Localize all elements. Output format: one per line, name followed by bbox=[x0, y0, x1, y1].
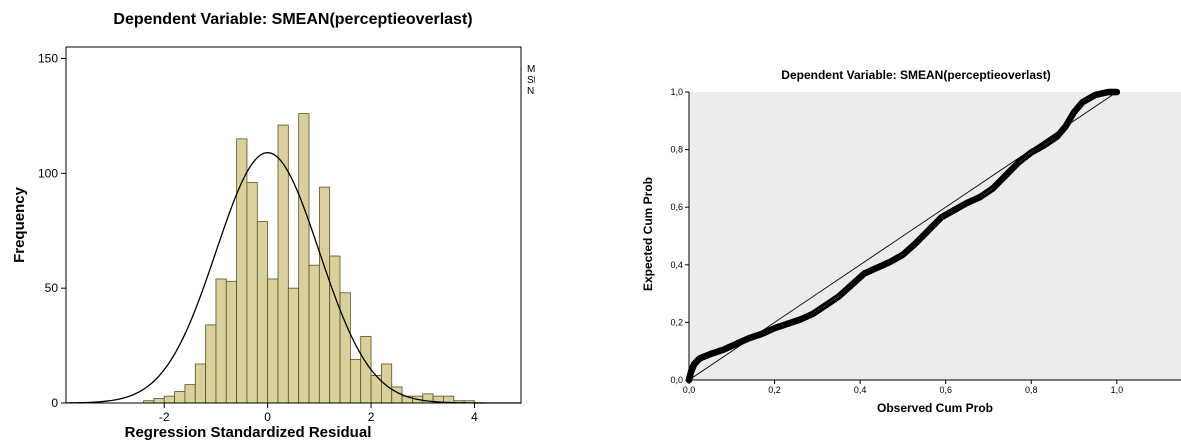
pp-y-tick-label: 0,0 bbox=[670, 375, 683, 385]
histogram-bar bbox=[215, 278, 227, 404]
stats-line: Std. Dev. = 0,996 bbox=[527, 75, 535, 86]
pp-y-axis-label: Expected Cum Prob bbox=[641, 177, 655, 291]
histogram-bar bbox=[329, 255, 341, 404]
histogram-bar bbox=[339, 292, 351, 404]
histogram-bar bbox=[184, 384, 196, 404]
histogram-bar bbox=[287, 287, 300, 404]
pp-x-tick-label: 0,4 bbox=[854, 385, 867, 395]
pp-x-tick-label: 0,8 bbox=[1025, 385, 1038, 395]
pp-plot-title: Dependent Variable: SMEAN(perceptieoverl… bbox=[781, 68, 1050, 82]
x-tick-label: 0 bbox=[264, 410, 271, 424]
x-tick-label: 2 bbox=[368, 410, 375, 424]
stats-line: N = 1.136,5 bbox=[527, 86, 535, 97]
pp-x-tick-label: 0,0 bbox=[683, 385, 696, 395]
pp-y-tick-label: 0,6 bbox=[670, 202, 683, 212]
x-axis-label: Regression Standardized Residual bbox=[125, 424, 372, 441]
y-axis-label: Frequency bbox=[11, 186, 28, 263]
histogram-plot-frame bbox=[65, 46, 522, 404]
histogram-bar bbox=[194, 363, 207, 404]
x-tick-label: -2 bbox=[159, 410, 170, 424]
pp-y-tick-label: 0,2 bbox=[670, 317, 683, 327]
y-tick-label: 50 bbox=[45, 281, 59, 295]
histogram-bar bbox=[308, 264, 320, 404]
histogram-bar bbox=[380, 363, 393, 404]
histogram-bar bbox=[256, 221, 269, 404]
y-tick-label: 100 bbox=[38, 166, 58, 180]
histogram-bar bbox=[236, 138, 248, 404]
x-tick-label: 4 bbox=[471, 410, 478, 424]
pp-y-tick-label: 0,4 bbox=[670, 260, 683, 270]
pp-x-tick-label: 0,6 bbox=[939, 385, 952, 395]
histogram-bar bbox=[267, 278, 279, 404]
histogram-chart: Dependent Variable: SMEAN(perceptieoverl… bbox=[11, 11, 535, 441]
histogram-bar bbox=[318, 186, 331, 404]
histogram-title: Dependent Variable: SMEAN(perceptieoverl… bbox=[113, 11, 472, 28]
y-tick-label: 150 bbox=[38, 51, 58, 65]
normal-curve bbox=[65, 152, 521, 404]
pp-y-tick-label: 1,0 bbox=[670, 87, 683, 97]
histogram-bar bbox=[205, 324, 217, 404]
histogram-bar bbox=[153, 398, 165, 404]
histogram-bar bbox=[174, 391, 186, 404]
histogram-bar bbox=[277, 124, 289, 404]
pp-x-axis-label: Observed Cum Prob bbox=[877, 401, 993, 415]
histogram-bar bbox=[391, 386, 403, 404]
pp-x-tick-label: 0,2 bbox=[768, 385, 781, 395]
histogram-bar bbox=[246, 182, 258, 404]
pp-x-tick-label: 1,0 bbox=[1111, 385, 1124, 395]
histogram-bar bbox=[349, 358, 362, 404]
histogram-bar bbox=[360, 335, 372, 404]
pp-y-tick-label: 0,8 bbox=[670, 145, 683, 155]
y-tick-label: 0 bbox=[51, 396, 58, 410]
histogram-bar bbox=[298, 113, 310, 404]
histogram-bar bbox=[225, 280, 238, 404]
histogram-bar bbox=[163, 395, 175, 404]
pp-plot-chart: Dependent Variable: SMEAN(perceptieoverl… bbox=[641, 68, 1181, 415]
stats-line: Mean = -2,34E-15 bbox=[527, 64, 535, 75]
pp-point bbox=[1113, 88, 1121, 96]
